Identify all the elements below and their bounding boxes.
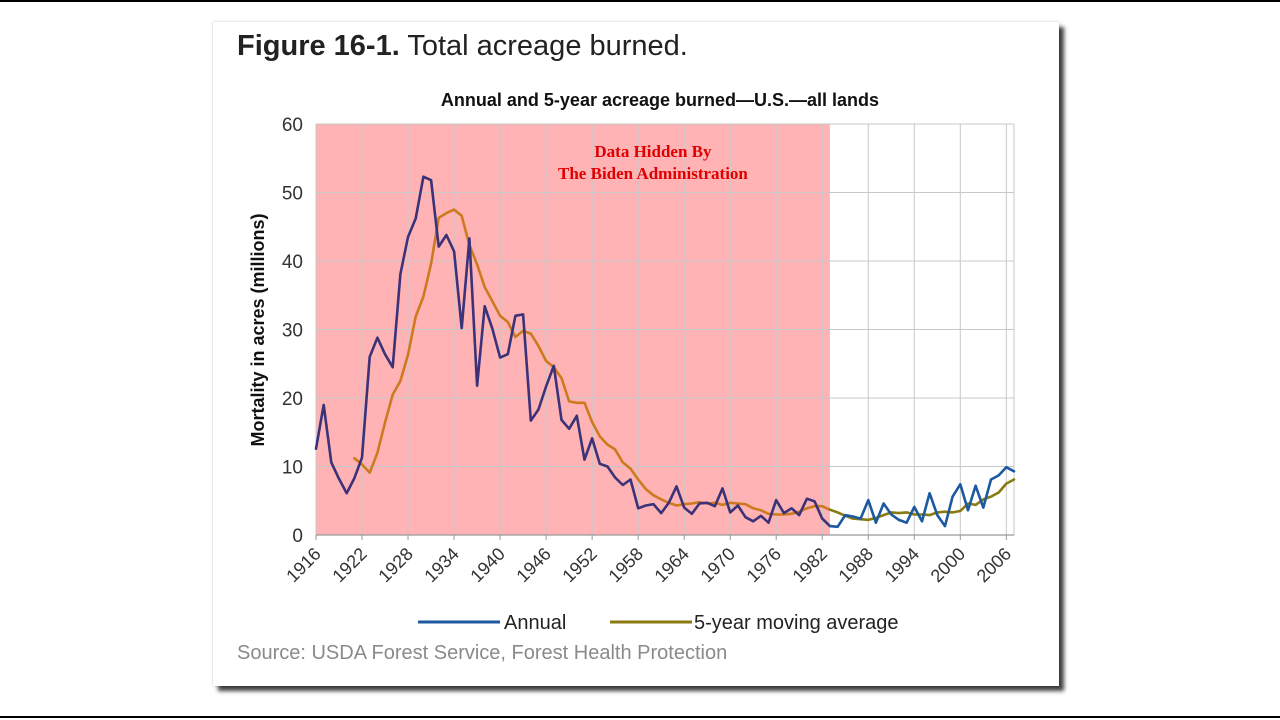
x-tick-label: 1940 [466, 544, 508, 586]
y-tick-label: 30 [282, 321, 303, 342]
chart-title: Annual and 5-year acreage burned—U.S.—al… [441, 90, 879, 110]
y-tick-label: 60 [282, 115, 303, 136]
y-tick-label: 10 [282, 458, 303, 479]
x-tick-label: 1970 [697, 544, 739, 586]
x-tick-label: 1958 [605, 544, 647, 586]
legend-average-label: 5-year moving average [694, 612, 899, 634]
x-tick-label: 1976 [743, 544, 785, 586]
source-note: Source: USDA Forest Service, Forest Heal… [237, 642, 727, 664]
x-tick-label: 1922 [328, 544, 370, 586]
x-tick-label: 2006 [973, 544, 1015, 586]
figure-caption: Total acreage burned. [407, 30, 688, 62]
x-tick-label: 2000 [927, 544, 969, 586]
y-axis-label: Mortality in acres (millions) [248, 213, 268, 446]
average-series-line-hidden-period [353, 208, 832, 516]
y-tick-label: 20 [282, 389, 303, 410]
x-tick-label: 1916 [282, 544, 324, 586]
x-tick-label: 1946 [512, 544, 554, 586]
top-border-line [0, 0, 1280, 2]
y-tick-label: 50 [282, 184, 303, 205]
overlay-text-line2: The Biden Administration [558, 164, 748, 183]
x-tick-label: 1934 [420, 544, 462, 586]
x-tick-label: 1988 [835, 544, 877, 586]
annual-series-line [828, 465, 1016, 529]
y-tick-label: 40 [282, 252, 303, 273]
overlay-text-line1: Data Hidden By [594, 142, 712, 161]
figure-number: Figure 16-1. [237, 30, 400, 62]
annual-series-line-hidden-period [314, 175, 832, 528]
legend: Annual 5-year moving average [418, 612, 899, 634]
bottom-border-line [0, 716, 1280, 718]
x-tick-label: 1928 [374, 544, 416, 586]
x-tick-label: 1994 [881, 544, 923, 586]
x-tick-label: 1982 [789, 544, 831, 586]
figure-title: Figure 16-1. Total acreage burned. [237, 30, 688, 63]
x-tick-label: 1952 [559, 544, 601, 586]
x-tick-label: 1964 [651, 544, 693, 586]
y-tick-label: 0 [292, 526, 303, 547]
legend-annual-label: Annual [504, 612, 566, 634]
